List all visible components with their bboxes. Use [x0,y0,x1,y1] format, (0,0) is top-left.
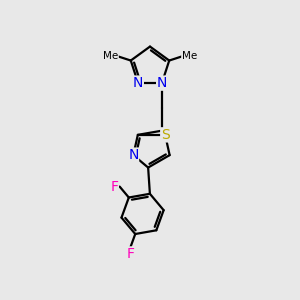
Text: N: N [128,148,139,162]
Text: N: N [157,76,167,90]
Text: N: N [133,76,143,90]
Text: F: F [110,180,118,194]
Text: Me: Me [103,51,118,61]
Text: F: F [126,247,134,261]
Text: S: S [161,128,170,142]
Text: Me: Me [182,51,197,61]
